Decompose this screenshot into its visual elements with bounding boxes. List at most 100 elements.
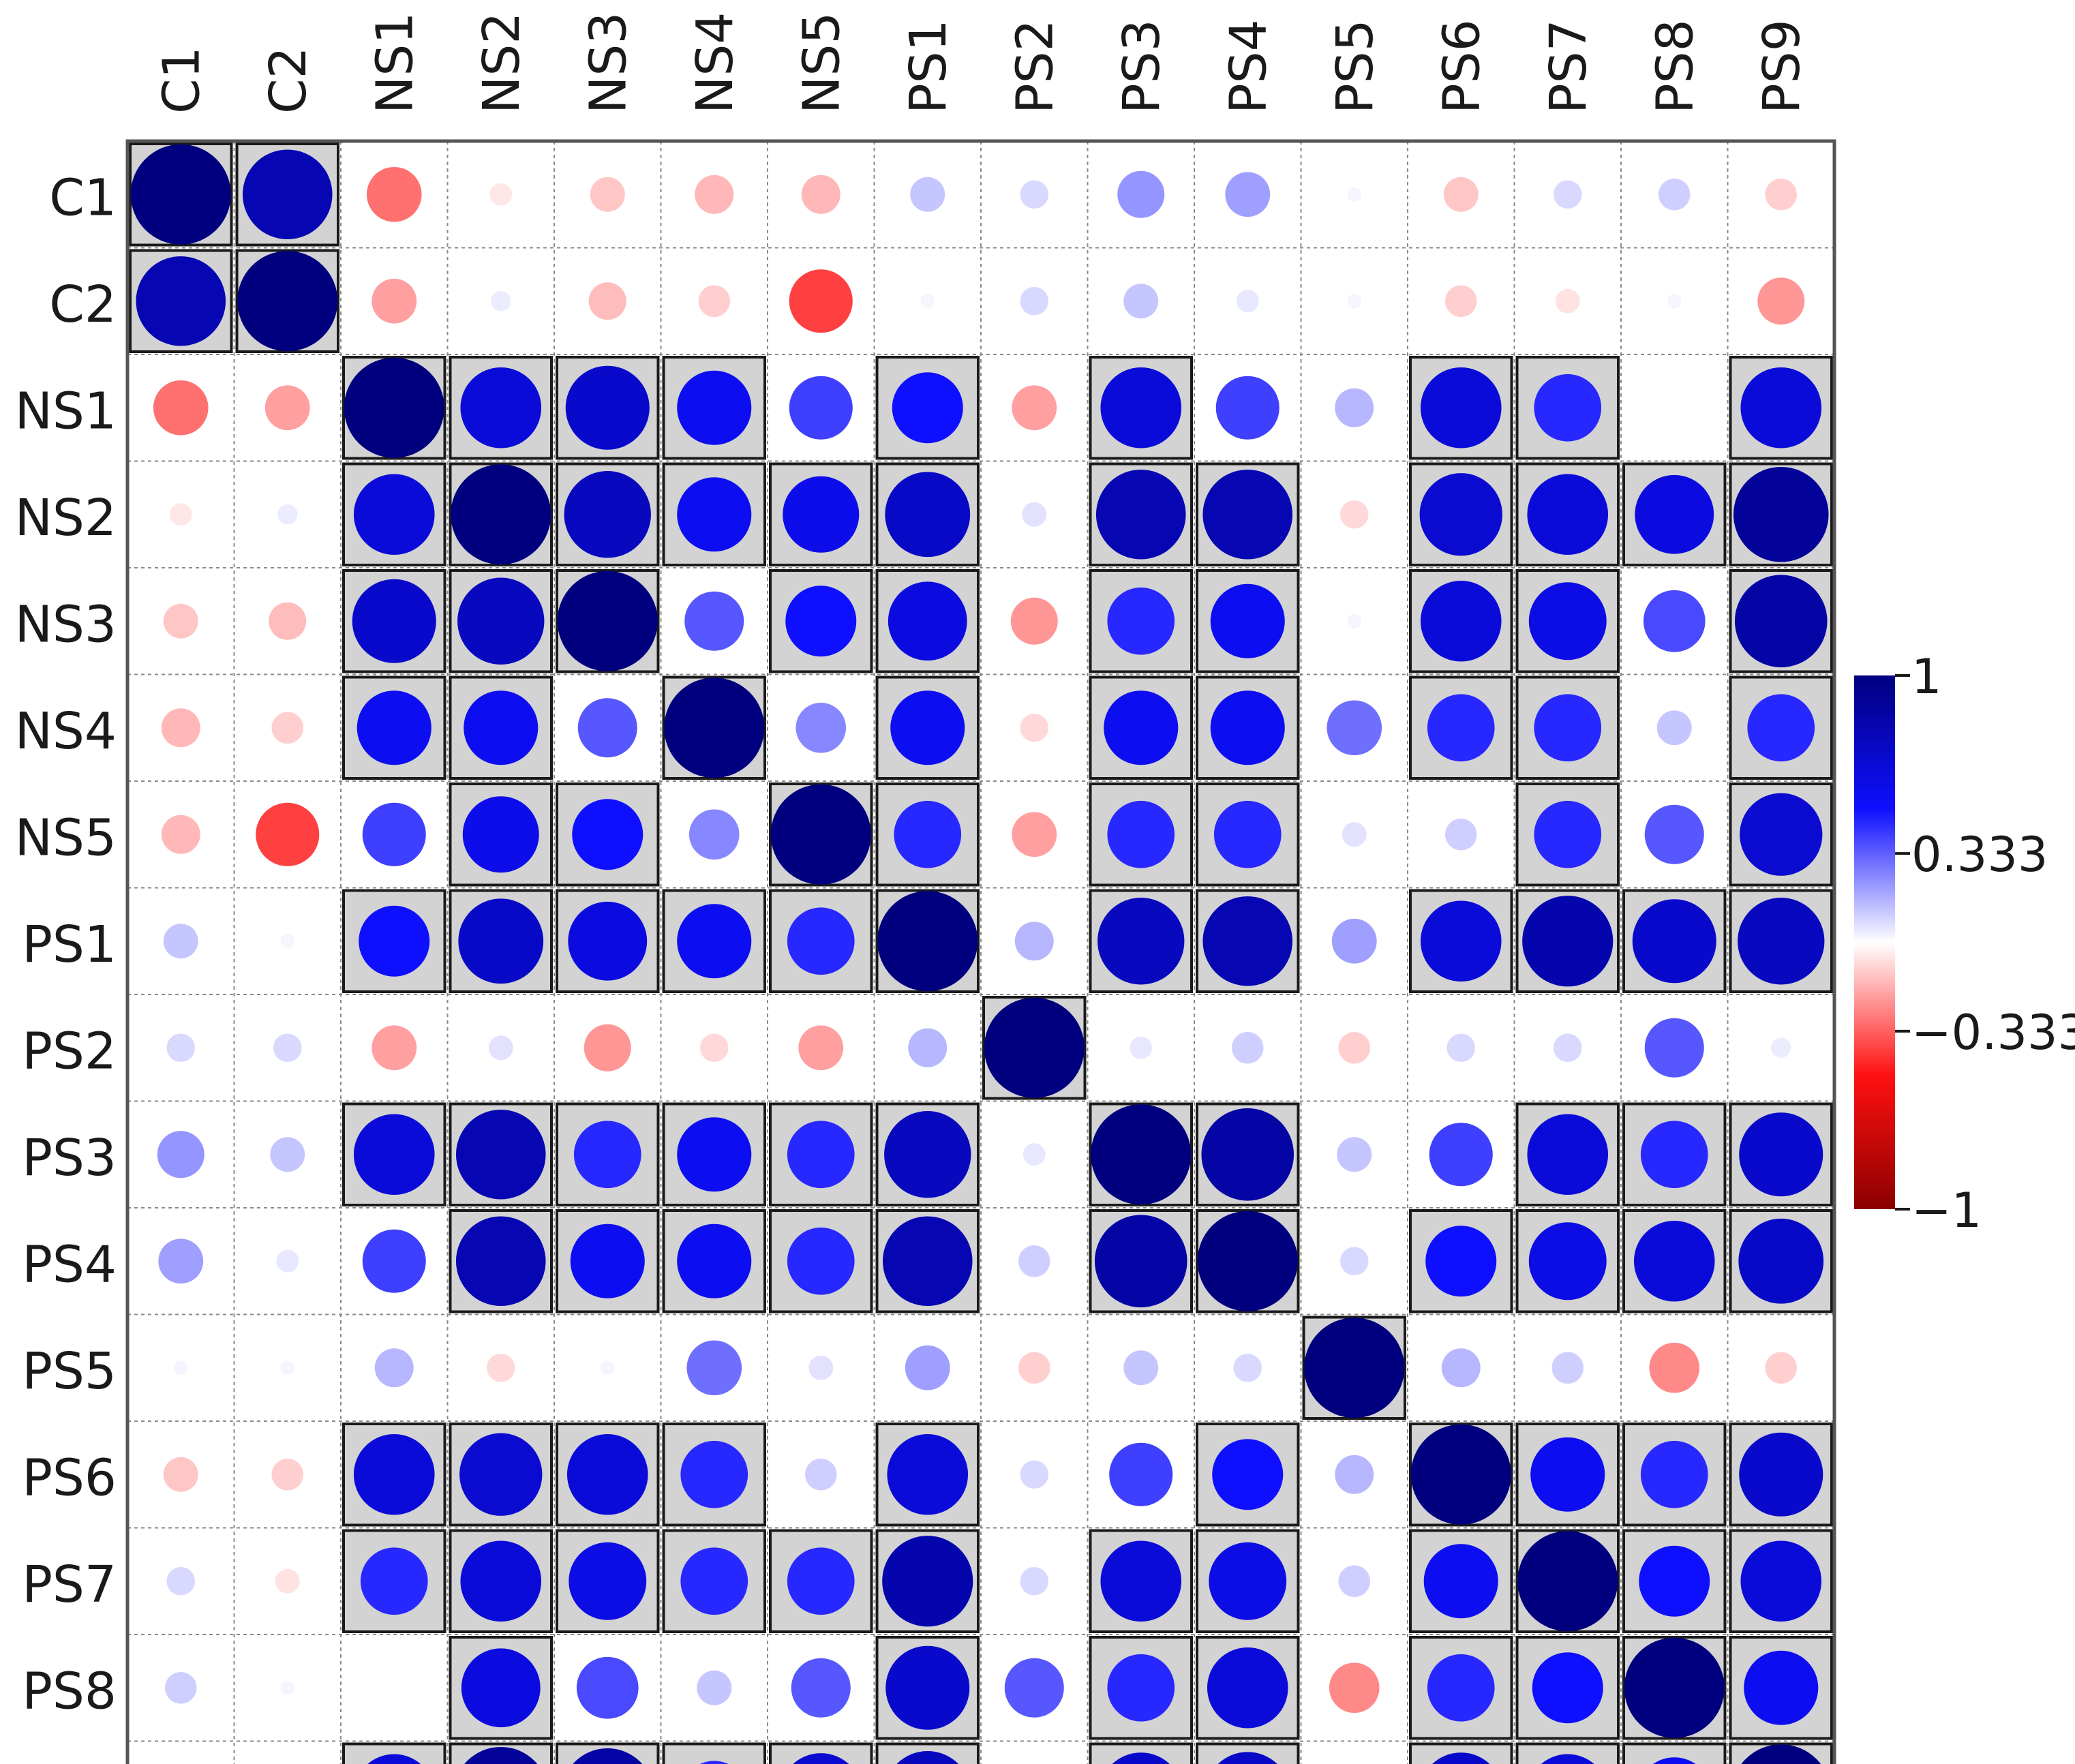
correlation-circle-PS4-NS4 xyxy=(677,1223,752,1298)
colorbar-tick-label: −0.333 xyxy=(1911,1005,2075,1061)
correlation-circle-PS8-NS3 xyxy=(576,1656,639,1719)
correlation-circle-NS2-NS4 xyxy=(677,477,752,552)
correlation-circle-PS8-PS5 xyxy=(1329,1662,1380,1714)
correlation-circle-PS4-C2 xyxy=(276,1249,299,1273)
correlation-circle-NS1-PS6 xyxy=(1420,367,1502,448)
correlation-circle-NS2-NS5 xyxy=(783,476,860,553)
correlation-circle-PS5-PS8 xyxy=(1649,1342,1700,1393)
correlation-circle-PS9-NS1 xyxy=(367,1754,421,1764)
row-label: NS3 xyxy=(15,595,117,654)
correlation-circle-PS2-NS1 xyxy=(372,1025,417,1071)
correlation-circle-C2-PS4 xyxy=(1236,290,1259,313)
colorbar-tick-label: 1 xyxy=(1911,649,1942,705)
row-label: PS6 xyxy=(22,1448,117,1507)
correlation-circle-PS7-NS3 xyxy=(569,1542,647,1620)
correlation-circle-PS7-PS5 xyxy=(1338,1565,1371,1598)
correlation-circle-PS1-C2 xyxy=(280,934,295,949)
correlation-circle-PS9-NS4 xyxy=(699,1761,729,1764)
correlation-circle-PS1-PS3 xyxy=(1097,898,1185,985)
correlation-circle-PS6-PS5 xyxy=(1335,1455,1374,1494)
correlation-circle-PS2-C1 xyxy=(166,1033,196,1063)
correlation-circle-NS4-NS5 xyxy=(796,702,847,753)
correlation-circle-PS5-PS2 xyxy=(1018,1352,1050,1384)
correlation-circle-PS7-PS1 xyxy=(882,1536,973,1627)
correlation-circle-NS2-PS6 xyxy=(1419,473,1502,556)
correlation-circle-PS6-PS1 xyxy=(887,1433,969,1515)
correlation-circle-PS6-NS1 xyxy=(353,1433,435,1515)
correlation-circle-PS9-NS3 xyxy=(573,1748,643,1764)
correlation-circle-PS2-PS8 xyxy=(1644,1018,1704,1078)
correlation-circle-PS5-C1 xyxy=(173,1360,188,1375)
correlation-circle-PS3-NS1 xyxy=(353,1114,435,1196)
colorbar-tick-label: −1 xyxy=(1911,1183,1982,1238)
correlation-circle-PS8-C2 xyxy=(280,1680,295,1695)
correlation-circle-NS1-PS8 xyxy=(1672,406,1677,410)
correlation-circle-PS8-PS1 xyxy=(885,1645,970,1730)
correlation-circle-PS7-PS4 xyxy=(1209,1542,1287,1620)
correlation-circle-NS2-C2 xyxy=(277,504,298,525)
correlation-circle-PS3-PS6 xyxy=(1429,1123,1493,1187)
correlation-circle-NS2-PS8 xyxy=(1635,474,1714,554)
correlation-circle-NS4-C1 xyxy=(161,708,200,748)
correlation-circle-PS3-PS1 xyxy=(884,1111,971,1198)
correlation-circle-PS5-PS4 xyxy=(1233,1353,1262,1382)
correlation-circle-NS4-PS5 xyxy=(1327,700,1382,756)
correlation-circle-PS1-PS6 xyxy=(1420,900,1502,982)
correlation-circle-PS3-PS7 xyxy=(1527,1114,1609,1196)
correlation-circle-C1-PS7 xyxy=(1553,180,1582,209)
correlation-circle-PS7-PS7 xyxy=(1517,1531,1618,1632)
correlation-circle-PS6-C2 xyxy=(271,1458,304,1491)
row-label: NS1 xyxy=(15,382,117,440)
correlation-circle-PS1-PS7 xyxy=(1522,896,1614,987)
row-label: C2 xyxy=(49,275,117,334)
correlation-circle-C2-PS2 xyxy=(1020,286,1049,316)
correlation-circle-C1-PS3 xyxy=(1117,170,1165,218)
correlation-circle-C1-NS2 xyxy=(489,183,513,206)
row-label: PS2 xyxy=(22,1022,117,1080)
correlation-circle-NS5-NS2 xyxy=(462,796,539,873)
column-label: PS7 xyxy=(1539,19,1598,114)
correlation-circle-NS4-C2 xyxy=(271,712,304,744)
correlation-circle-PS9-PS7 xyxy=(1541,1754,1594,1764)
correlation-circle-NS4-PS9 xyxy=(1747,694,1815,762)
correlation-circle-NS5-PS5 xyxy=(1342,822,1367,847)
correlation-circle-PS3-NS2 xyxy=(455,1109,546,1200)
correlation-circle-NS1-NS4 xyxy=(677,370,752,445)
correlation-circle-NS4-NS1 xyxy=(357,690,431,765)
correlation-circle-NS5-PS9 xyxy=(1740,793,1823,876)
correlation-circle-C1-NS3 xyxy=(590,177,625,212)
correlation-circle-PS3-PS2 xyxy=(1023,1143,1046,1166)
correlation-circle-NS5-PS3 xyxy=(1107,800,1175,868)
correlation-circle-PS7-PS3 xyxy=(1100,1540,1182,1622)
correlation-circle-NS1-NS3 xyxy=(565,365,650,450)
correlation-circle-PS1-PS8 xyxy=(1632,899,1716,984)
correlation-circle-PS6-NS4 xyxy=(680,1440,748,1508)
correlation-circle-PS4-NS3 xyxy=(570,1223,645,1298)
correlation-circle-PS6-PS4 xyxy=(1212,1439,1284,1510)
correlation-circle-C1-PS5 xyxy=(1347,187,1362,202)
correlation-circle-NS1-PS1 xyxy=(892,372,963,444)
correlation-circle-NS3-PS8 xyxy=(1643,590,1706,652)
row-labels: C1 C2 NS1 NS2 NS3 NS4 NS5 PS1 PS2 PS3 PS4 PS5 PS6 PS7… xyxy=(15,168,117,1720)
correlation-circle-NS3-C1 xyxy=(163,603,198,639)
row-label: NS2 xyxy=(15,489,117,547)
correlation-circle-NS1-PS2 xyxy=(1012,385,1057,431)
correlation-circle-PS9-PS9 xyxy=(1741,1744,1821,1764)
correlation-circle-NS2-NS2 xyxy=(451,464,551,565)
correlation-circle-NS5-NS4 xyxy=(688,809,740,860)
correlation-circle-NS3-NS4 xyxy=(684,591,744,651)
correlation-circle-PS6-PS3 xyxy=(1109,1442,1173,1506)
correlation-circle-PS2-NS3 xyxy=(584,1024,631,1071)
correlation-circle-PS8-PS8 xyxy=(1624,1637,1725,1738)
correlation-circle-NS3-PS5 xyxy=(1347,613,1362,628)
correlation-circle-NS1-PS4 xyxy=(1215,376,1279,440)
correlation-circle-PS7-NS5 xyxy=(787,1547,855,1615)
column-label: C1 xyxy=(152,46,211,114)
column-label: NS4 xyxy=(686,12,744,114)
row-label: C1 xyxy=(49,168,117,227)
column-label: PS3 xyxy=(1112,19,1171,114)
correlation-circle-PS8-C1 xyxy=(164,1671,197,1704)
correlation-circle-PS1-PS9 xyxy=(1738,898,1825,985)
correlation-circle-PS4-PS1 xyxy=(882,1216,973,1307)
